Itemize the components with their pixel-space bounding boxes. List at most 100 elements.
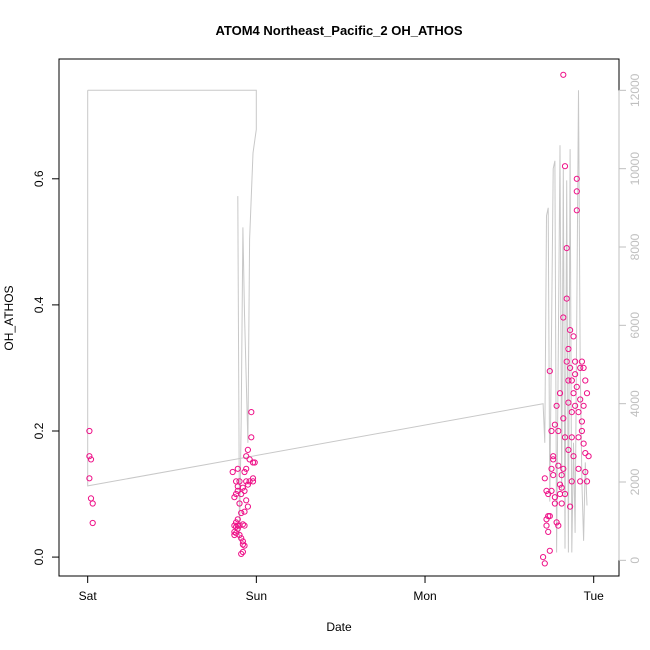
data-point (241, 508, 248, 515)
data-point (556, 481, 564, 488)
data-point (573, 383, 580, 390)
data-point (573, 188, 580, 195)
y-tick-label: 0.4 (32, 296, 46, 313)
data-point (248, 434, 255, 441)
data-point (560, 415, 567, 422)
data-point (248, 409, 255, 416)
data-point (550, 453, 557, 460)
data-point (545, 490, 552, 498)
series-line-2 (87, 89, 257, 541)
data-point (575, 434, 582, 441)
data-point (540, 554, 547, 561)
data-point (234, 487, 241, 494)
data-point (551, 494, 559, 501)
data-point (236, 500, 243, 507)
y2-tick-label: 2000 (628, 468, 642, 495)
data-point (546, 513, 553, 520)
data-point (568, 478, 575, 485)
data-point (565, 377, 572, 384)
data-point (565, 345, 572, 353)
data-point (236, 531, 243, 539)
data-point (548, 487, 555, 494)
data-point (550, 472, 557, 479)
data-point (567, 503, 574, 510)
data-point (573, 175, 580, 182)
data-point (565, 399, 572, 406)
data-point (578, 358, 586, 365)
data-point (246, 478, 253, 485)
data-point (243, 478, 250, 485)
data-point (582, 468, 589, 476)
x-tick-label: Sun (246, 589, 267, 603)
y2-tick-label: 0 (628, 557, 642, 564)
y-tick-label: 0.6 (32, 170, 46, 187)
data-point (87, 495, 95, 502)
data-point (241, 468, 248, 476)
data-point (560, 71, 567, 78)
data-point (561, 434, 569, 441)
data-point (543, 516, 550, 523)
data-point (249, 478, 257, 485)
data-point (563, 245, 570, 252)
data-point (234, 525, 241, 532)
data-point (238, 535, 245, 542)
data-point (229, 468, 236, 476)
data-point (565, 446, 572, 453)
data-point (249, 475, 257, 482)
data-point (234, 465, 241, 472)
y2-tick-label: 12000 (628, 73, 642, 107)
data-point (561, 490, 569, 498)
data-point (553, 402, 560, 409)
data-point (582, 377, 589, 384)
data-point (231, 494, 238, 501)
data-point (243, 497, 250, 504)
data-point (243, 465, 250, 472)
data-point (543, 522, 550, 529)
y-tick-label: 0.2 (32, 422, 46, 439)
y-axis-label: OH_ATHOS (2, 285, 16, 350)
y-axis-right: 0 2000 4000 6000 8000 10000 12000 (618, 73, 642, 564)
data-point (575, 409, 582, 416)
data-point (541, 560, 548, 567)
data-point (238, 509, 245, 517)
data-point (556, 390, 564, 397)
data-point (86, 453, 93, 460)
data-point (568, 409, 575, 416)
data-point (570, 390, 577, 397)
data-point (558, 484, 565, 491)
data-point (551, 421, 559, 428)
data-point (567, 327, 574, 334)
data-point (233, 523, 240, 530)
data-point (583, 390, 591, 397)
data-point (560, 314, 567, 321)
data-point (550, 456, 557, 463)
x-tick-label: Mon (413, 589, 436, 603)
data-point (87, 456, 95, 463)
data-point (556, 490, 564, 498)
data-point (86, 475, 93, 482)
data-point (578, 427, 586, 435)
plot-frame (58, 58, 620, 577)
data-point (541, 475, 548, 482)
data-point (243, 453, 250, 460)
data-point (580, 402, 587, 409)
data-point (545, 528, 552, 536)
y2-tick-label: 4000 (628, 390, 642, 417)
data-point (568, 377, 575, 384)
data-point (580, 440, 587, 447)
data-point (241, 522, 248, 529)
data-point (244, 503, 251, 510)
chart-title: ATOM4 Northeast_Pacific_2 OH_ATHOS (215, 23, 462, 38)
data-point (239, 521, 246, 528)
data-layer (86, 71, 592, 567)
data-point (238, 550, 245, 558)
data-point (244, 481, 251, 488)
data-point (577, 396, 584, 403)
data-point (234, 516, 241, 523)
y2-tick-label: 6000 (628, 312, 642, 339)
data-point (558, 500, 565, 507)
data-point (578, 418, 586, 425)
data-point (570, 333, 577, 340)
y2-tick-label: 8000 (628, 233, 642, 260)
